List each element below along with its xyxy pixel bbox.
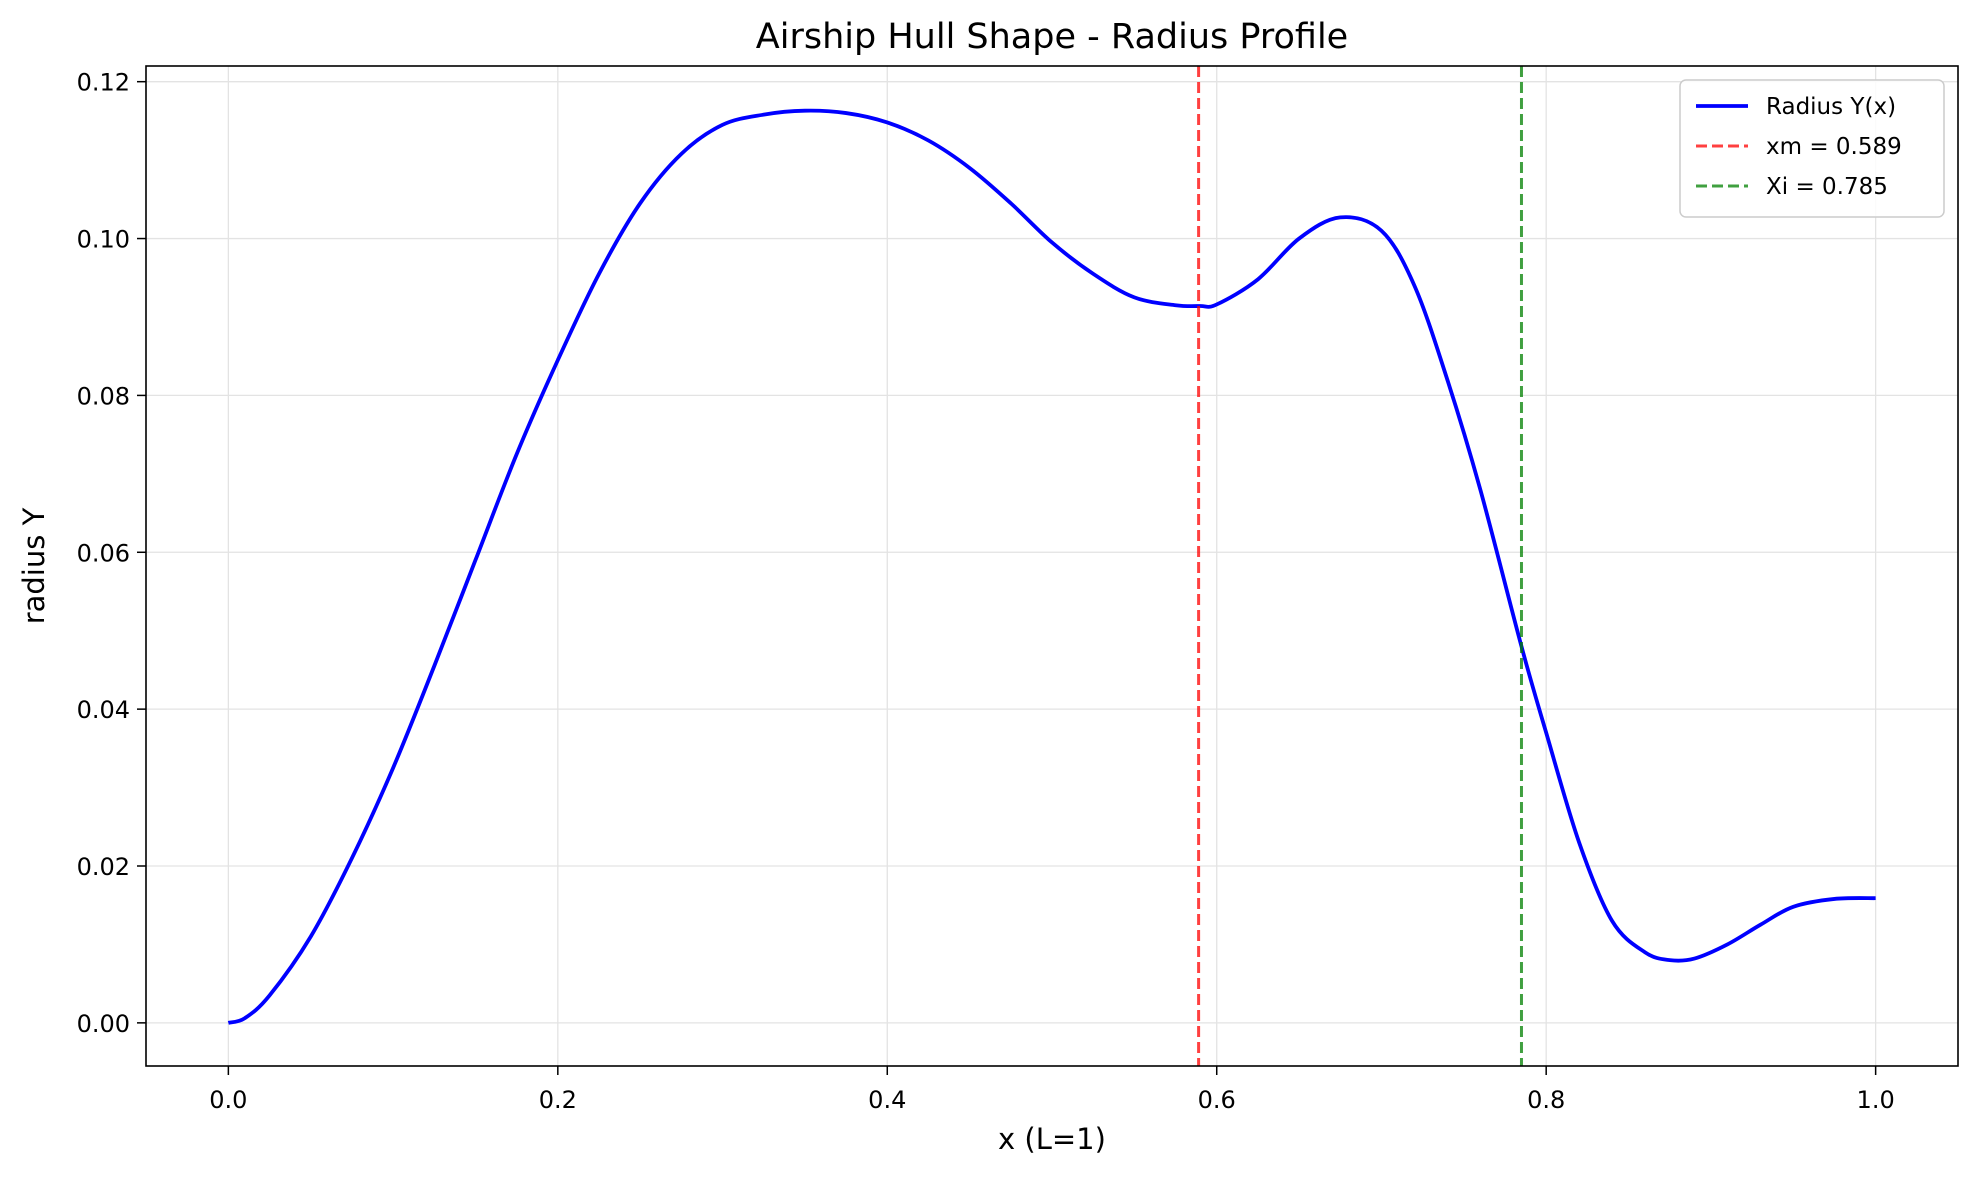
x-tick-label: 0.0 <box>209 1086 247 1114</box>
plot-area <box>227 66 1876 1066</box>
x-tick-label: 1.0 <box>1857 1086 1895 1114</box>
axes-frame <box>145 65 1959 1067</box>
y-tick-label: 0.04 <box>77 696 130 724</box>
legend-label: Xi = 0.785 <box>1766 174 1888 200</box>
y-tick-label: 0.08 <box>77 382 130 410</box>
x-tick-label: 0.6 <box>1198 1086 1236 1114</box>
radius-line <box>227 108 1876 1025</box>
legend-label: Radius Y(x) <box>1766 94 1896 120</box>
chart-title: Airship Hull Shape - Radius Profile <box>756 17 1348 57</box>
y-tick-label: 0.00 <box>77 1010 130 1038</box>
x-axis: 0.0 0.2 0.4 0.6 0.8 1.0 <box>209 1066 1895 1114</box>
y-tick-label: 0.06 <box>77 539 130 567</box>
grid <box>146 66 1958 1066</box>
x-tick-label: 0.4 <box>868 1086 906 1114</box>
y-tick-label: 0.12 <box>77 69 130 97</box>
legend-label: xm = 0.589 <box>1766 134 1902 160</box>
legend: Radius Y(x) xm = 0.589 Xi = 0.785 <box>1679 79 1945 218</box>
x-axis-label: x (L=1) <box>998 1122 1106 1156</box>
x-tick-label: 0.8 <box>1527 1086 1565 1114</box>
y-tick-label: 0.10 <box>77 226 130 254</box>
x-tick-label: 0.2 <box>539 1086 577 1114</box>
y-axis: 0.00 0.02 0.04 0.06 0.08 0.10 0.12 <box>77 69 146 1038</box>
legend-box <box>1679 79 1945 218</box>
y-tick-label: 0.02 <box>77 853 130 881</box>
y-axis-label: radius Y <box>17 507 51 624</box>
